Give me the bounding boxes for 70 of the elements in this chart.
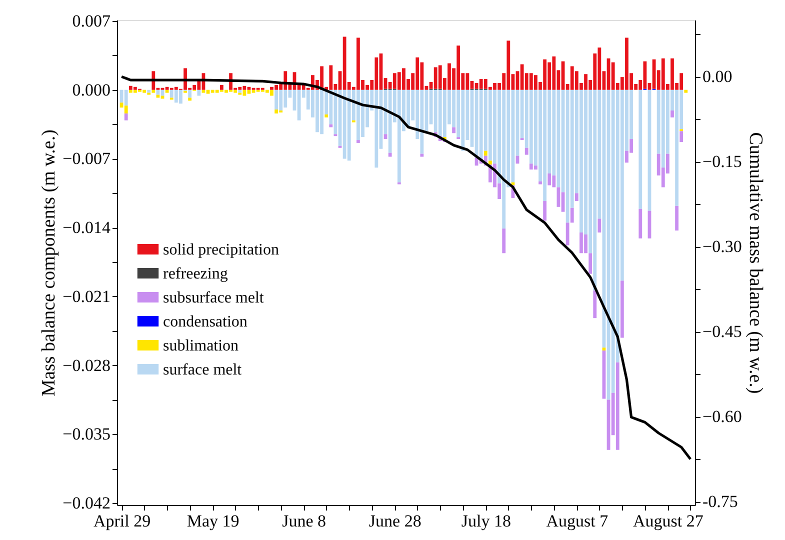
- y-tick-label: −0.007: [62, 149, 111, 168]
- bar: [488, 160, 492, 165]
- y2-axis-title: Cumulative mass balance (m w.e.): [744, 132, 766, 394]
- legend-label: surface melt: [163, 361, 242, 378]
- bar: [588, 253, 592, 274]
- bar: [452, 127, 456, 134]
- bar: [574, 193, 578, 202]
- y2-tick-label: -0.75: [702, 492, 738, 512]
- bar: [638, 208, 642, 238]
- y2-tick-label: −0.30: [702, 237, 742, 256]
- bar: [616, 362, 620, 450]
- legend-label: solid precipitation: [163, 241, 279, 258]
- bar: [570, 208, 574, 223]
- bar: [124, 90, 128, 106]
- bar: [675, 206, 678, 231]
- bar: [152, 90, 156, 93]
- legend-label: sublimation: [163, 337, 239, 354]
- bar: [602, 348, 606, 351]
- y-tick-label: −0.042: [62, 494, 110, 513]
- bar: [388, 152, 392, 157]
- y-axis-title: Mass balance components (m w.e.): [38, 130, 60, 396]
- bar: [684, 90, 688, 93]
- bar: [238, 90, 242, 93]
- bar: [638, 90, 642, 209]
- bar: [324, 114, 328, 118]
- bar: [165, 90, 169, 93]
- bar: [160, 90, 164, 96]
- x-tick-label: June 28: [368, 512, 422, 530]
- y2-tick-label: −0.15: [702, 152, 742, 172]
- legend-label: condensation: [163, 313, 248, 330]
- y2-tick-label: 0.00: [702, 67, 732, 86]
- x-tick-label: August 27: [633, 512, 704, 530]
- legend-label: refreezing: [163, 265, 228, 282]
- legend-label: subsurface melt: [163, 289, 264, 306]
- bar: [566, 222, 570, 246]
- y2-tick-label: −0.60: [702, 407, 742, 426]
- bar: [548, 173, 552, 186]
- bar: [202, 90, 206, 93]
- y-tick-label: −0.021: [62, 286, 110, 306]
- x-tick-label: August 7: [546, 512, 609, 530]
- y-tick-label: −0.014: [62, 218, 111, 238]
- bar: [543, 201, 547, 221]
- bar: [220, 84, 224, 90]
- bar: [484, 150, 488, 156]
- y2-tick-label: −0.45: [702, 322, 742, 342]
- bar: [188, 98, 192, 101]
- x-tick-label: May 19: [186, 512, 240, 530]
- bar: [356, 140, 360, 143]
- bar: [502, 228, 506, 254]
- y-tick-label: −0.028: [62, 356, 110, 375]
- bar: [124, 106, 128, 114]
- bar: [593, 290, 597, 318]
- y-tick-label: −0.035: [62, 424, 110, 444]
- bar: [524, 148, 528, 155]
- bar: [598, 218, 602, 232]
- x-tick-label: July 18: [461, 512, 511, 530]
- bar: [680, 131, 684, 142]
- bar: [147, 90, 151, 93]
- x-tick-label: April 29: [93, 512, 151, 530]
- bar: [384, 134, 388, 140]
- bar: [620, 280, 624, 338]
- line-series: [120, 75, 692, 460]
- bar: [156, 90, 160, 95]
- bar: [538, 181, 542, 184]
- bar: [197, 90, 201, 96]
- y-tick-label: 0.000: [72, 80, 110, 100]
- bar: [124, 113, 128, 120]
- y-tick-label: 0.007: [72, 11, 111, 30]
- x-tick-label: June 8: [282, 512, 326, 530]
- bar: [670, 110, 674, 118]
